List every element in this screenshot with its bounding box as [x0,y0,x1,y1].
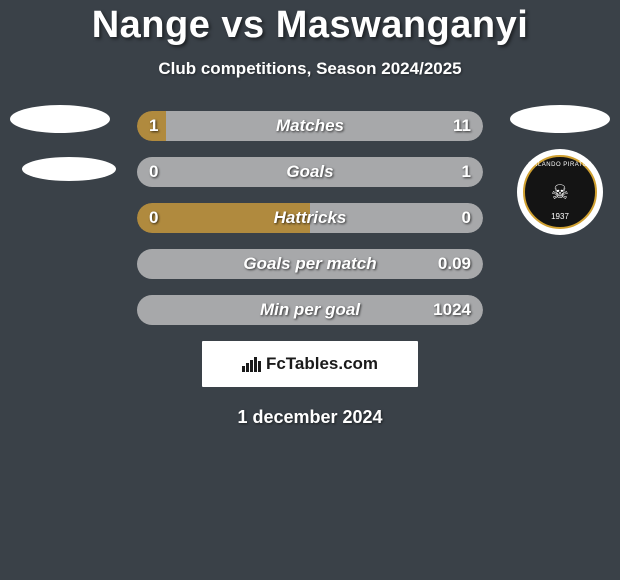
stat-value-right: 0.09 [438,249,471,279]
stat-row: 0Goals1 [137,157,483,187]
stat-label: Hattricks [137,203,483,233]
stat-row: Goals per match0.09 [137,249,483,279]
placeholder-ellipse-icon [22,157,116,181]
placeholder-ellipse-icon [510,105,610,133]
skull-icon: ☠ [551,180,569,205]
stat-label: Goals per match [137,249,483,279]
page-title: Nange vs Maswanganyi [0,4,620,47]
stat-value-right: 0 [462,203,471,233]
stat-rows: 1Matches110Goals10Hattricks0Goals per ma… [137,111,483,325]
stat-value-right: 11 [453,111,471,141]
watermark-text: FcTables.com [266,354,378,374]
crest-top-text: ORLANDO PIRATES [528,162,592,168]
stat-value-right: 1 [462,157,471,187]
stat-label: Min per goal [137,295,483,325]
stat-row: 1Matches11 [137,111,483,141]
bar-chart-icon [242,356,262,372]
stat-row: 0Hattricks0 [137,203,483,233]
stat-row: Min per goal1024 [137,295,483,325]
stat-label: Goals [137,157,483,187]
right-player-badge: ORLANDO PIRATES ☠ 1937 [510,101,610,201]
stat-label: Matches [137,111,483,141]
watermark: FcTables.com [202,341,418,387]
stat-value-right: 1024 [433,295,471,325]
subtitle: Club competitions, Season 2024/2025 [0,59,620,79]
infographic-container: Nange vs Maswanganyi Club competitions, … [0,0,620,428]
left-player-badge [10,101,110,201]
stats-area: ORLANDO PIRATES ☠ 1937 1Matches110Goals1… [0,111,620,428]
placeholder-ellipse-icon [10,105,110,133]
date-label: 1 december 2024 [0,407,620,428]
crest-year: 1937 [551,212,569,221]
club-crest-icon: ORLANDO PIRATES ☠ 1937 [517,149,603,235]
